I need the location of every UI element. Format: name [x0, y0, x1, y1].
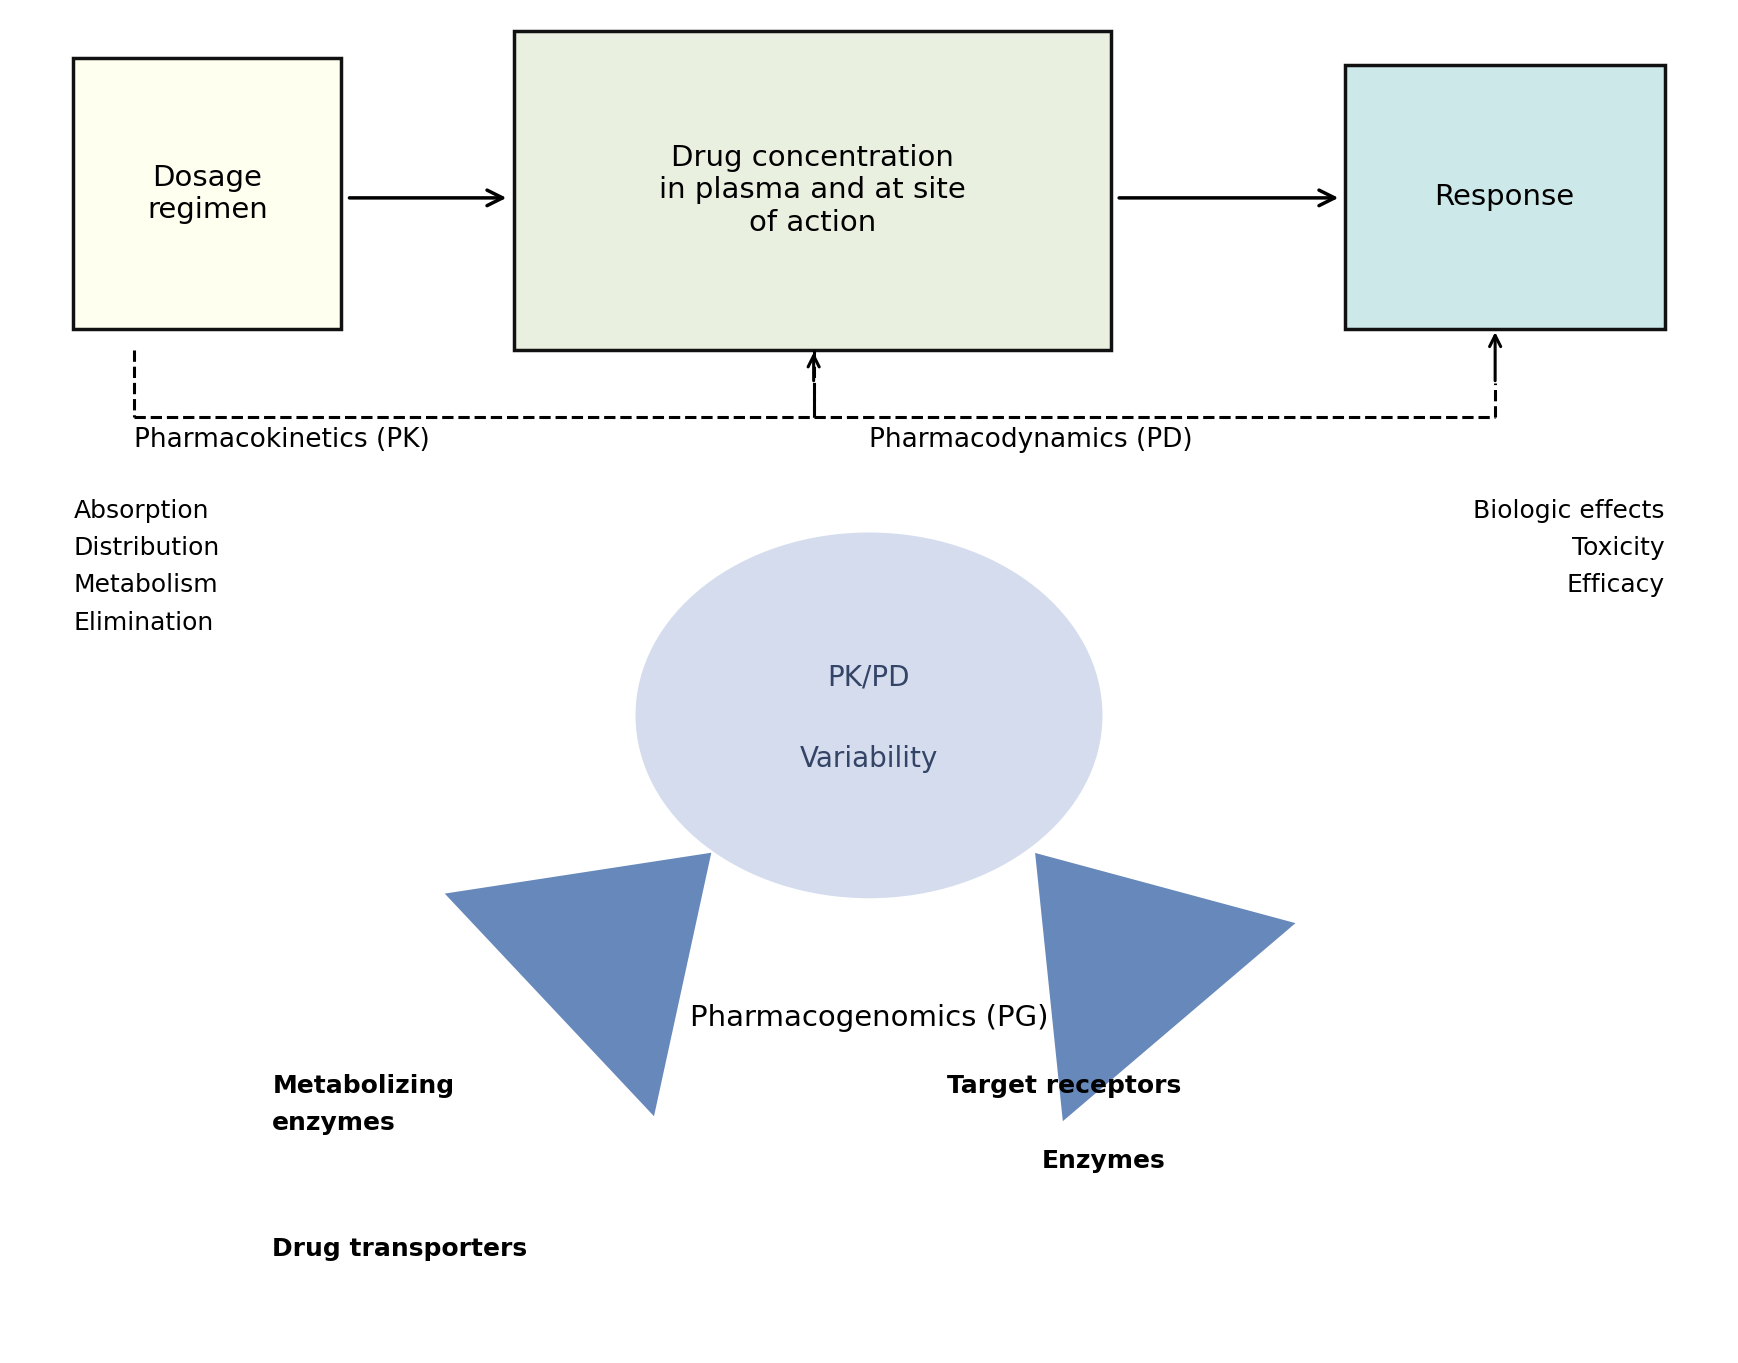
Ellipse shape — [636, 533, 1102, 898]
Text: PK/PD: PK/PD — [827, 664, 911, 691]
Text: Target receptors: Target receptors — [947, 1074, 1182, 1099]
Text: Dosage
regimen: Dosage regimen — [148, 164, 268, 224]
FancyBboxPatch shape — [514, 31, 1111, 349]
Text: Metabolizing: Metabolizing — [273, 1074, 454, 1099]
FancyBboxPatch shape — [1345, 65, 1665, 330]
Text: Biologic effects
Toxicity
Efficacy: Biologic effects Toxicity Efficacy — [1474, 499, 1665, 597]
Text: Absorption
Distribution
Metabolism
Elimination: Absorption Distribution Metabolism Elimi… — [73, 499, 219, 635]
Text: Drug transporters: Drug transporters — [273, 1236, 527, 1261]
Text: Drug concentration
in plasma and at site
of action: Drug concentration in plasma and at site… — [659, 144, 966, 237]
Text: Pharmacokinetics (PK): Pharmacokinetics (PK) — [134, 427, 429, 453]
FancyBboxPatch shape — [73, 59, 341, 330]
Text: Pharmacogenomics (PG): Pharmacogenomics (PG) — [690, 1005, 1048, 1032]
Text: Enzymes: Enzymes — [1043, 1149, 1166, 1172]
Text: Pharmacodynamics (PD): Pharmacodynamics (PD) — [869, 427, 1192, 453]
Text: enzymes: enzymes — [273, 1111, 396, 1135]
Text: Variability: Variability — [799, 744, 939, 773]
Text: Response: Response — [1434, 183, 1575, 211]
